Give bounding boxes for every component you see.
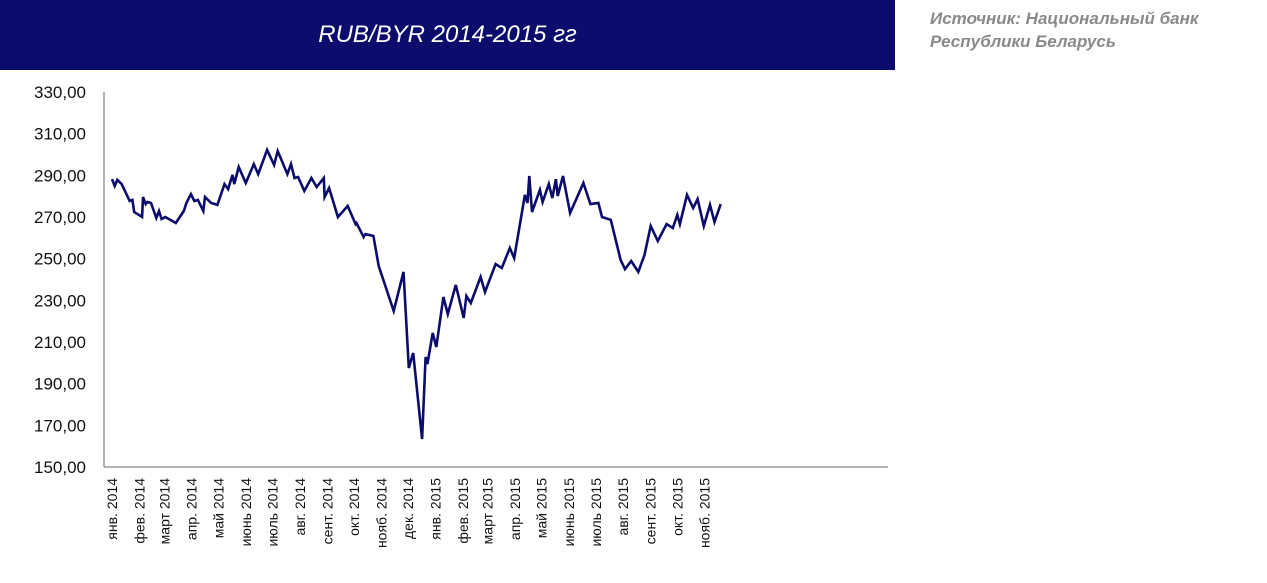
y-tick-label: 270,00 bbox=[34, 208, 86, 227]
x-tick-label: май 2014 bbox=[210, 478, 226, 538]
x-tick-label: окт. 2015 bbox=[669, 478, 685, 536]
x-tick-label: сент. 2014 bbox=[319, 478, 335, 545]
x-tick-label: авг. 2014 bbox=[292, 478, 308, 536]
x-tick-label: янв. 2014 bbox=[104, 478, 120, 540]
y-tick-label: 250,00 bbox=[34, 250, 86, 269]
y-tick-label: 170,00 bbox=[34, 416, 86, 435]
y-axis-ticks: 150,00 170,00 190,00 210,00 230,00 250,00 270,… bbox=[34, 83, 86, 477]
x-tick-label: сент. 2015 bbox=[643, 478, 659, 545]
x-tick-label: окт. 2014 bbox=[346, 478, 362, 536]
x-tick-label: июнь 2015 bbox=[561, 478, 577, 547]
x-axis-ticks: янв. 2014 фев. 2014 март 2014 апр. 2014 май … bbox=[104, 478, 713, 548]
x-tick-label: янв. 2015 bbox=[427, 478, 443, 540]
x-tick-label: апр. 2014 bbox=[184, 478, 200, 540]
x-tick-label: авг. 2015 bbox=[615, 478, 631, 536]
x-tick-label: нояб. 2015 bbox=[697, 478, 713, 548]
series-line bbox=[110, 146, 722, 440]
x-tick-label: май 2015 bbox=[534, 478, 550, 538]
y-tick-label: 190,00 bbox=[34, 375, 86, 394]
x-tick-label: июль 2015 bbox=[588, 478, 604, 547]
y-tick-label: 230,00 bbox=[34, 291, 86, 310]
chart-title: RUB/BYR 2014-2015 гг bbox=[318, 21, 577, 48]
x-tick-label: июнь 2014 bbox=[238, 478, 254, 547]
x-tick-label: март 2015 bbox=[480, 478, 496, 545]
x-tick-label: июль 2014 bbox=[264, 478, 280, 547]
y-tick-label: 150,00 bbox=[34, 458, 86, 477]
chart-title-bar: RUB/BYR 2014-2015 гг bbox=[0, 0, 895, 70]
x-tick-label: нояб. 2014 bbox=[373, 478, 389, 548]
x-tick-label: дек. 2014 bbox=[400, 478, 416, 539]
y-tick-label: 330,00 bbox=[34, 83, 86, 102]
x-tick-label: март 2014 bbox=[156, 478, 172, 545]
x-tick-label: фев. 2015 bbox=[455, 478, 471, 544]
x-tick-label: фев. 2014 bbox=[131, 478, 147, 544]
source-note: Источник: Национальный банк Республики Б… bbox=[930, 9, 1199, 51]
y-tick-label: 210,00 bbox=[34, 333, 86, 352]
y-tick-label: 310,00 bbox=[34, 125, 86, 144]
x-tick-label: апр. 2015 bbox=[507, 478, 523, 540]
y-tick-label: 290,00 bbox=[34, 166, 86, 185]
